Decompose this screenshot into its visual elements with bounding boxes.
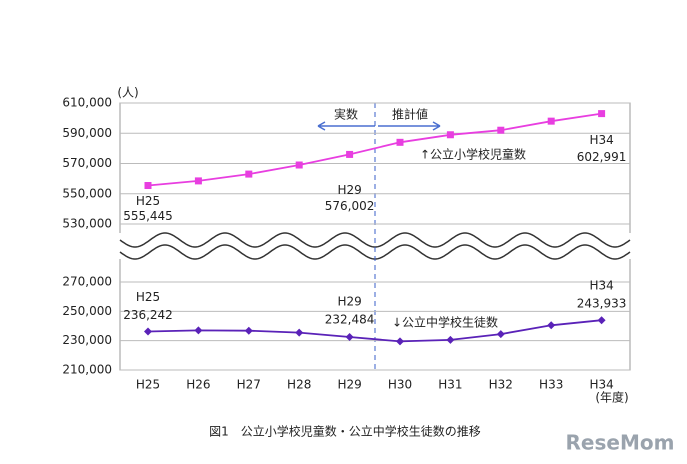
value-label: 576,002 — [325, 199, 375, 213]
estimate-arrow — [378, 121, 441, 131]
series-name: ↓公立中学校生徒数 — [392, 315, 498, 330]
marker — [396, 138, 404, 146]
y-tick-label: 590,000 — [62, 126, 112, 140]
marker — [396, 337, 404, 346]
actual-arrow — [317, 121, 375, 131]
y-tick-label: 210,000 — [62, 363, 112, 377]
x-tick-label: H29 — [337, 378, 361, 392]
marker — [295, 161, 303, 169]
value-label: 602,991 — [577, 150, 627, 164]
y-tick-label: 230,000 — [62, 333, 112, 347]
point-tag: H29 — [337, 295, 361, 309]
value-label: 555,445 — [123, 209, 173, 223]
x-tick-label: H31 — [438, 378, 462, 392]
actual-label: 実数 — [334, 107, 358, 122]
marker — [496, 330, 505, 339]
point-tag: H34 — [589, 133, 613, 147]
series-name: ↑公立小学校児童数 — [420, 147, 526, 162]
x-unit: (年度) — [595, 390, 628, 405]
marker — [295, 328, 304, 337]
x-tick-label: H30 — [388, 378, 412, 392]
marker — [497, 126, 505, 134]
marker — [547, 321, 556, 330]
y-unit: (人) — [117, 86, 138, 100]
caption: 図1 公立小学校児童数・公立中学校生徒数の推移 — [209, 424, 481, 439]
series-line — [147, 112, 602, 187]
y-tick-label: 610,000 — [62, 96, 112, 110]
marker — [144, 182, 152, 190]
marker — [598, 110, 606, 118]
y-tick-label: 530,000 — [62, 217, 112, 231]
marker — [244, 326, 253, 335]
value-label: 243,933 — [577, 297, 627, 311]
point-tag: H25 — [136, 290, 160, 304]
marker — [144, 327, 152, 336]
y-tick-label: 270,000 — [62, 275, 112, 289]
x-tick-label: H32 — [489, 378, 513, 392]
logo: ReseMom — [566, 431, 675, 455]
marker — [194, 177, 202, 185]
marker — [345, 333, 354, 342]
point-tag: H25 — [136, 194, 160, 208]
y-tick-label: 250,000 — [62, 304, 112, 318]
x-tick-label: H34 — [589, 378, 613, 392]
marker — [245, 170, 253, 178]
marker — [194, 326, 203, 335]
value-label: 236,242 — [123, 308, 173, 322]
series-line — [147, 319, 602, 343]
x-tick-label: H28 — [287, 378, 311, 392]
marker — [446, 131, 454, 139]
value-label: 232,484 — [325, 313, 375, 327]
marker — [446, 335, 455, 344]
point-tag: H29 — [337, 183, 361, 197]
x-tick-label: H26 — [186, 378, 210, 392]
marker — [547, 117, 555, 125]
marker — [597, 316, 606, 325]
x-tick-label: H33 — [539, 378, 563, 392]
x-tick-label: H27 — [237, 378, 261, 392]
estimate-label: 推計値 — [392, 107, 428, 122]
marker — [346, 150, 354, 158]
y-tick-label: 570,000 — [62, 156, 112, 170]
x-tick-label: H25 — [136, 378, 160, 392]
y-tick-label: 550,000 — [62, 186, 112, 200]
point-tag: H34 — [589, 279, 613, 293]
